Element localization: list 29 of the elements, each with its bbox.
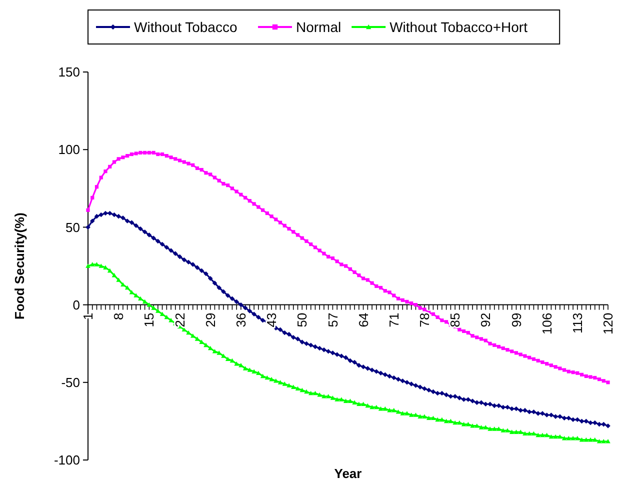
x-tick-label: 106 xyxy=(539,312,554,335)
x-tick-label: 99 xyxy=(508,312,524,328)
x-tick-label: 36 xyxy=(233,312,248,328)
x-tick-label: 92 xyxy=(478,312,494,328)
x-tick-label: 78 xyxy=(417,312,432,328)
y-tick-label: 150 xyxy=(58,64,80,80)
x-tick-label: 57 xyxy=(325,312,340,328)
y-tick-label: 0 xyxy=(72,297,80,312)
x-tick-label: 64 xyxy=(356,312,371,328)
y-tick-label: 50 xyxy=(66,220,80,235)
y-axis-title: Food Security(%) xyxy=(12,212,27,320)
x-tick-label: 29 xyxy=(202,312,218,328)
x-tick-label: 71 xyxy=(386,312,402,328)
y-tick-label: -50 xyxy=(61,374,80,390)
legend-label: Without Tobacco+Hort xyxy=(390,18,528,35)
x-tick-label: 15 xyxy=(142,312,157,328)
x-tick-label: 50 xyxy=(294,312,310,328)
y-tick-label: 100 xyxy=(58,142,80,158)
x-tick-label: 85 xyxy=(448,312,463,328)
x-tick-label: 8 xyxy=(111,312,126,320)
x-tick-label: 113 xyxy=(570,312,585,334)
legend-label: Without Tobacco xyxy=(134,18,238,35)
legend-label: Normal xyxy=(296,18,342,35)
x-axis-title: Year xyxy=(334,466,362,481)
x-tick-label: 1 xyxy=(80,312,96,320)
y-tick-label: -100 xyxy=(54,452,80,468)
x-tick-label: 43 xyxy=(264,312,280,328)
x-tick-label: 22 xyxy=(172,312,188,328)
x-tick-label: 120 xyxy=(600,312,616,335)
